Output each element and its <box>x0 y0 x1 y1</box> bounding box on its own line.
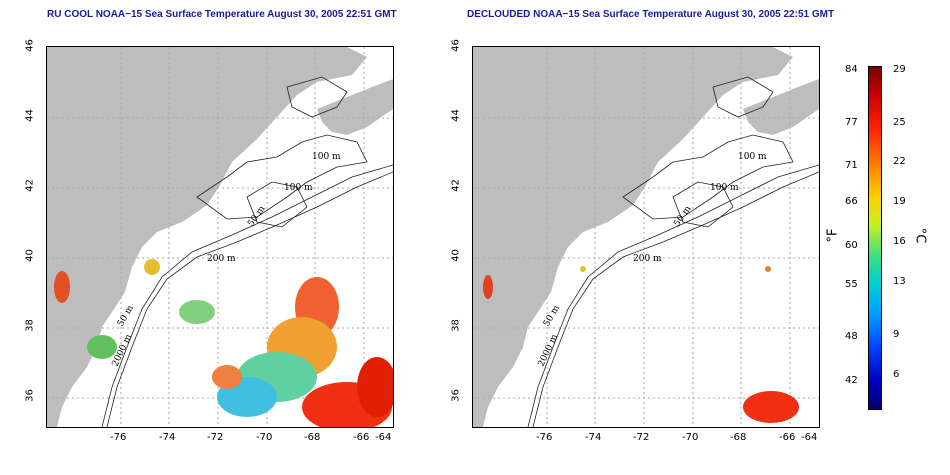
contour-label: 200 m <box>633 254 662 264</box>
f-tick: 84 <box>845 64 858 75</box>
lat-tick: 40 <box>450 249 462 262</box>
f-tick: 60 <box>845 240 858 251</box>
contour-label: 50 m <box>246 204 268 229</box>
right-sst-map: 100 m 100 m 50 m 200 m 50 m 2000 m <box>472 46 820 428</box>
lon-tick: -72 <box>633 432 650 443</box>
contour-label: 100 m <box>738 152 767 162</box>
land-nova-scotia <box>317 79 393 135</box>
lon-tick: -74 <box>159 432 176 443</box>
lat-tick: 38 <box>450 319 462 332</box>
right-map-title: DECLOUDED NOAA−15 Sea Surface Temperatur… <box>467 9 835 20</box>
lat-tick: 36 <box>24 389 36 402</box>
sst-data-patches <box>483 266 799 423</box>
lon-tick: -76 <box>110 432 127 443</box>
lon-tick: -70 <box>256 432 273 443</box>
f-tick: 71 <box>845 160 858 171</box>
c-tick: 25 <box>893 117 906 128</box>
left-map-title: RU COOL NOAA−15 Sea Surface Temperature … <box>47 9 397 20</box>
lat-tick: 46 <box>24 39 36 52</box>
lon-tick: -74 <box>585 432 602 443</box>
c-tick: 6 <box>893 369 900 380</box>
contour-label: 100 m <box>312 152 341 162</box>
contour-label: 50 m <box>542 303 562 328</box>
c-tick: 9 <box>893 329 900 340</box>
contour-label: 100 m <box>284 183 313 193</box>
f-tick: 42 <box>845 375 858 386</box>
contour-label: 50 m <box>672 204 694 229</box>
lon-tick: -66 <box>779 432 796 443</box>
lat-tick: 42 <box>24 179 36 192</box>
lon-tick: -68 <box>730 432 747 443</box>
c-tick: 13 <box>893 276 906 287</box>
left-map-canvas: 100 m 100 m 50 m 200 m 50 m 2000 m <box>47 47 393 427</box>
land-mass <box>473 47 793 427</box>
lon-tick: -70 <box>682 432 699 443</box>
grid-lines <box>473 47 819 427</box>
contour-label: 200 m <box>207 254 236 264</box>
bathymetry-contours <box>101 76 393 427</box>
left-sst-map: 100 m 100 m 50 m 200 m 50 m 2000 m <box>46 46 394 428</box>
temperature-colorbar <box>868 66 882 410</box>
celsius-label: °C <box>912 227 928 244</box>
lon-tick: -72 <box>207 432 224 443</box>
right-map-canvas: 100 m 100 m 50 m 200 m 50 m 2000 m <box>473 47 819 427</box>
land-mass <box>47 47 367 427</box>
c-tick: 29 <box>893 64 906 75</box>
f-tick: 55 <box>845 279 858 290</box>
lon-tick: -66 <box>353 432 370 443</box>
c-tick: 16 <box>893 236 906 247</box>
land-nova-scotia <box>743 79 819 135</box>
f-tick: 48 <box>845 331 858 342</box>
lon-tick: -64 <box>375 432 392 443</box>
contour-label: 50 m <box>116 303 136 328</box>
fahrenheit-label: °F <box>825 228 841 243</box>
lat-tick: 36 <box>450 389 462 402</box>
lon-tick: -64 <box>801 432 818 443</box>
contour-label: 100 m <box>710 183 739 193</box>
lon-tick: -76 <box>536 432 553 443</box>
f-tick: 66 <box>845 196 858 207</box>
lat-tick: 38 <box>24 319 36 332</box>
lat-tick: 44 <box>450 109 462 122</box>
lat-tick: 44 <box>24 109 36 122</box>
bathymetry-contours <box>527 76 819 427</box>
lat-tick: 46 <box>450 39 462 52</box>
lat-tick: 40 <box>24 249 36 262</box>
c-tick: 22 <box>893 156 906 167</box>
c-tick: 19 <box>893 196 906 207</box>
f-tick: 77 <box>845 117 858 128</box>
lat-tick: 42 <box>450 179 462 192</box>
sst-data-patches <box>54 259 393 427</box>
lon-tick: -68 <box>304 432 321 443</box>
